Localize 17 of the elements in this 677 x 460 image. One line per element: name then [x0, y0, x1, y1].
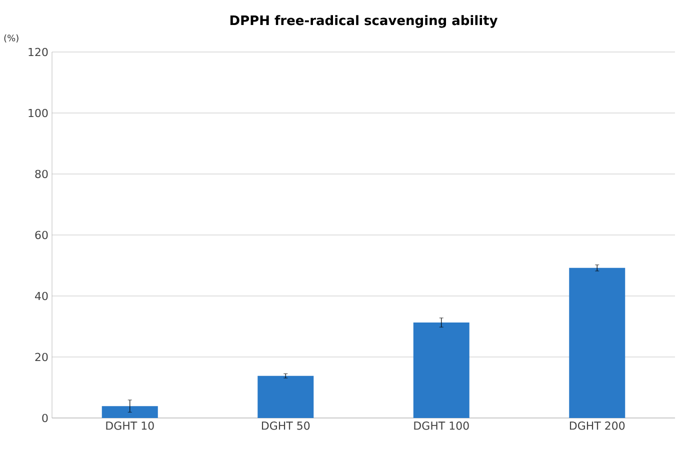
- y-tick-label: 120: [28, 48, 48, 56]
- bar: [258, 376, 314, 418]
- x-tick-label: DGHT 200: [570, 422, 625, 430]
- chart-title: DPPH free-radical scavenging ability: [230, 15, 498, 28]
- y-tick-label: 60: [35, 230, 48, 240]
- bar: [102, 406, 158, 418]
- x-tick-label: DGHT 10: [106, 422, 154, 430]
- y-tick-label: 100: [28, 108, 48, 118]
- y-tick-label: 40: [35, 292, 48, 300]
- bar: [569, 268, 626, 418]
- y-axis-title: (%): [4, 34, 18, 42]
- y-tick-label: 20: [35, 352, 48, 362]
- bar: [413, 322, 470, 418]
- x-tick-label: DGHT 50: [262, 422, 310, 430]
- x-tick-label: DGHT 100: [414, 422, 469, 430]
- y-tick-label: 80: [35, 170, 48, 178]
- y-tick-label: 0: [42, 414, 48, 422]
